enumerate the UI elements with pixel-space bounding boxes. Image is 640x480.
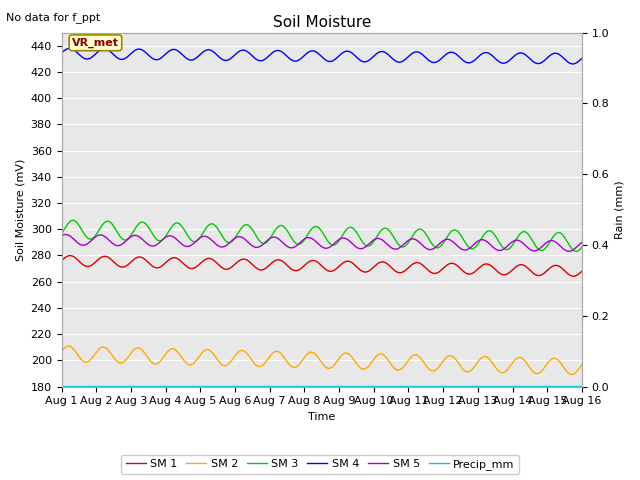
SM 1 bbox=[578, 268, 586, 274]
SM 5 bbox=[578, 240, 586, 245]
Line: SM 4: SM 4 bbox=[61, 48, 582, 64]
SM 2 bbox=[470, 364, 478, 370]
Precip_mm bbox=[58, 384, 65, 389]
SM 3 bbox=[470, 245, 478, 251]
SM 5 bbox=[161, 235, 169, 240]
Text: VR_met: VR_met bbox=[72, 37, 119, 48]
SM 4 bbox=[516, 50, 524, 56]
Y-axis label: Soil Moisture (mV): Soil Moisture (mV) bbox=[15, 158, 25, 261]
SM 2 bbox=[232, 352, 240, 358]
SM 2 bbox=[65, 343, 72, 349]
SM 4 bbox=[174, 48, 182, 54]
SM 3 bbox=[578, 244, 586, 250]
SM 1 bbox=[403, 266, 410, 272]
Precip_mm bbox=[232, 384, 239, 389]
SM 1 bbox=[570, 273, 577, 279]
Precip_mm bbox=[173, 384, 181, 389]
Precip_mm bbox=[578, 384, 586, 389]
SM 4 bbox=[569, 61, 577, 67]
SM 1 bbox=[470, 269, 478, 275]
SM 3 bbox=[403, 242, 410, 248]
SM 2 bbox=[578, 361, 586, 367]
Precip_mm bbox=[516, 384, 524, 389]
SM 3 bbox=[161, 234, 169, 240]
SM 3 bbox=[232, 234, 240, 240]
SM 3 bbox=[58, 231, 65, 237]
SM 5 bbox=[58, 233, 65, 239]
SM 2 bbox=[516, 355, 524, 360]
SM 2 bbox=[568, 372, 576, 377]
SM 1 bbox=[161, 261, 169, 266]
SM 1 bbox=[174, 256, 182, 262]
SM 3 bbox=[572, 249, 580, 254]
SM 1 bbox=[516, 262, 524, 268]
SM 4 bbox=[232, 51, 240, 57]
SM 3 bbox=[516, 230, 524, 236]
Title: Soil Moisture: Soil Moisture bbox=[273, 15, 371, 30]
SM 4 bbox=[66, 46, 74, 51]
SM 5 bbox=[516, 239, 524, 244]
SM 4 bbox=[161, 52, 169, 58]
SM 4 bbox=[58, 50, 65, 56]
SM 5 bbox=[174, 238, 182, 243]
Precip_mm bbox=[161, 384, 168, 389]
Line: SM 1: SM 1 bbox=[61, 255, 582, 276]
SM 2 bbox=[161, 352, 169, 358]
Y-axis label: Rain (mm): Rain (mm) bbox=[615, 180, 625, 239]
SM 4 bbox=[470, 57, 478, 63]
SM 5 bbox=[470, 241, 478, 247]
Text: No data for f_ppt: No data for f_ppt bbox=[6, 12, 100, 23]
Line: SM 3: SM 3 bbox=[61, 220, 582, 252]
SM 5 bbox=[232, 235, 240, 240]
SM 1 bbox=[232, 261, 240, 266]
Precip_mm bbox=[470, 384, 478, 389]
Line: SM 2: SM 2 bbox=[61, 346, 582, 374]
SM 2 bbox=[174, 349, 182, 355]
SM 3 bbox=[69, 217, 77, 223]
SM 1 bbox=[67, 252, 74, 258]
SM 5 bbox=[565, 249, 573, 254]
SM 4 bbox=[403, 55, 410, 61]
SM 2 bbox=[58, 348, 65, 354]
X-axis label: Time: Time bbox=[308, 412, 335, 422]
SM 5 bbox=[403, 239, 410, 245]
SM 3 bbox=[174, 220, 182, 226]
Line: SM 5: SM 5 bbox=[61, 235, 582, 252]
SM 2 bbox=[403, 360, 410, 366]
SM 1 bbox=[58, 258, 65, 264]
Legend: SM 1, SM 2, SM 3, SM 4, SM 5, Precip_mm: SM 1, SM 2, SM 3, SM 4, SM 5, Precip_mm bbox=[121, 455, 519, 474]
SM 5 bbox=[62, 232, 70, 238]
Precip_mm bbox=[403, 384, 410, 389]
SM 4 bbox=[578, 55, 586, 61]
